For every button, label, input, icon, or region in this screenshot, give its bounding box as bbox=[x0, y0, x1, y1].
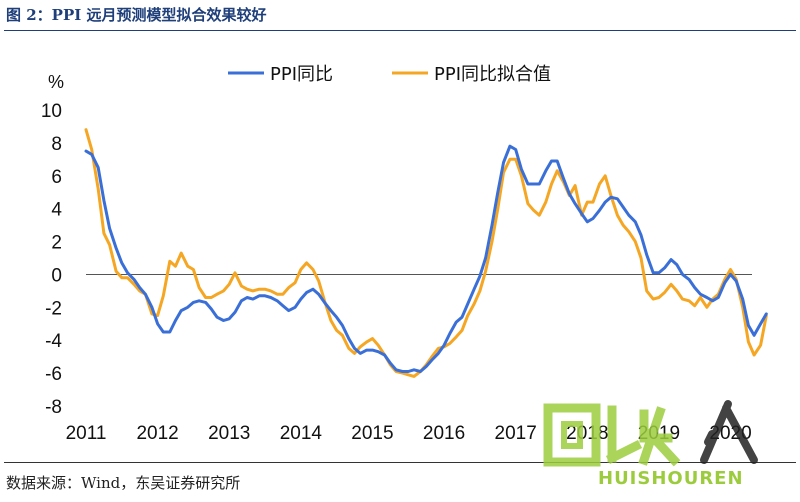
ppi-line-chart: % 10 8 6 4 2 0 -2 -4 -6 -8 2011 2012 2013 2014 2015 20… bbox=[41, 64, 768, 444]
y-tick-labels: 10 8 6 4 2 0 -2 -4 -6 -8 bbox=[41, 101, 63, 418]
x-tick-label: 2017 bbox=[495, 423, 537, 444]
x-tick-label: 2016 bbox=[423, 423, 465, 444]
x-tick-label: 2013 bbox=[208, 423, 250, 444]
watermark-glyph-icon bbox=[543, 400, 758, 467]
y-tick-label: -2 bbox=[45, 298, 62, 319]
y-tick-label: 2 bbox=[51, 233, 62, 254]
y-tick-label: 8 bbox=[51, 134, 62, 155]
y-tick-label: 4 bbox=[51, 200, 62, 221]
legend-label: PPI同比拟合值 bbox=[434, 64, 551, 85]
chart-legend: PPI同比 PPI同比拟合值 bbox=[228, 64, 551, 85]
y-tick-label: 6 bbox=[51, 167, 62, 188]
y-axis-unit: % bbox=[48, 72, 64, 92]
watermark-logo: HUISHOUREN bbox=[540, 398, 800, 498]
y-tick-label: -8 bbox=[45, 397, 62, 418]
y-tick-label: 0 bbox=[51, 265, 62, 286]
y-tick-label: 10 bbox=[41, 101, 62, 122]
source-note: 数据来源：Wind，东吴证券研究所 bbox=[6, 474, 241, 492]
figure-title: 图 2：PPI 远月预测模型拟合效果较好 bbox=[6, 6, 267, 24]
source-rule bbox=[4, 462, 796, 463]
series-lines bbox=[84, 128, 768, 378]
series-line-ppi-yoy-fitted bbox=[84, 128, 768, 378]
title-rule bbox=[4, 30, 796, 31]
legend-label: PPI同比 bbox=[270, 64, 333, 85]
y-tick-label: -6 bbox=[45, 364, 62, 385]
watermark-text: HUISHOUREN bbox=[598, 468, 744, 489]
x-tick-label: 2011 bbox=[66, 423, 107, 444]
series-line-ppi-yoy bbox=[84, 144, 768, 373]
y-tick-label: -4 bbox=[45, 331, 62, 352]
x-tick-label: 2014 bbox=[280, 423, 323, 444]
x-tick-label: 2015 bbox=[351, 423, 393, 444]
x-tick-label: 2012 bbox=[136, 423, 178, 444]
